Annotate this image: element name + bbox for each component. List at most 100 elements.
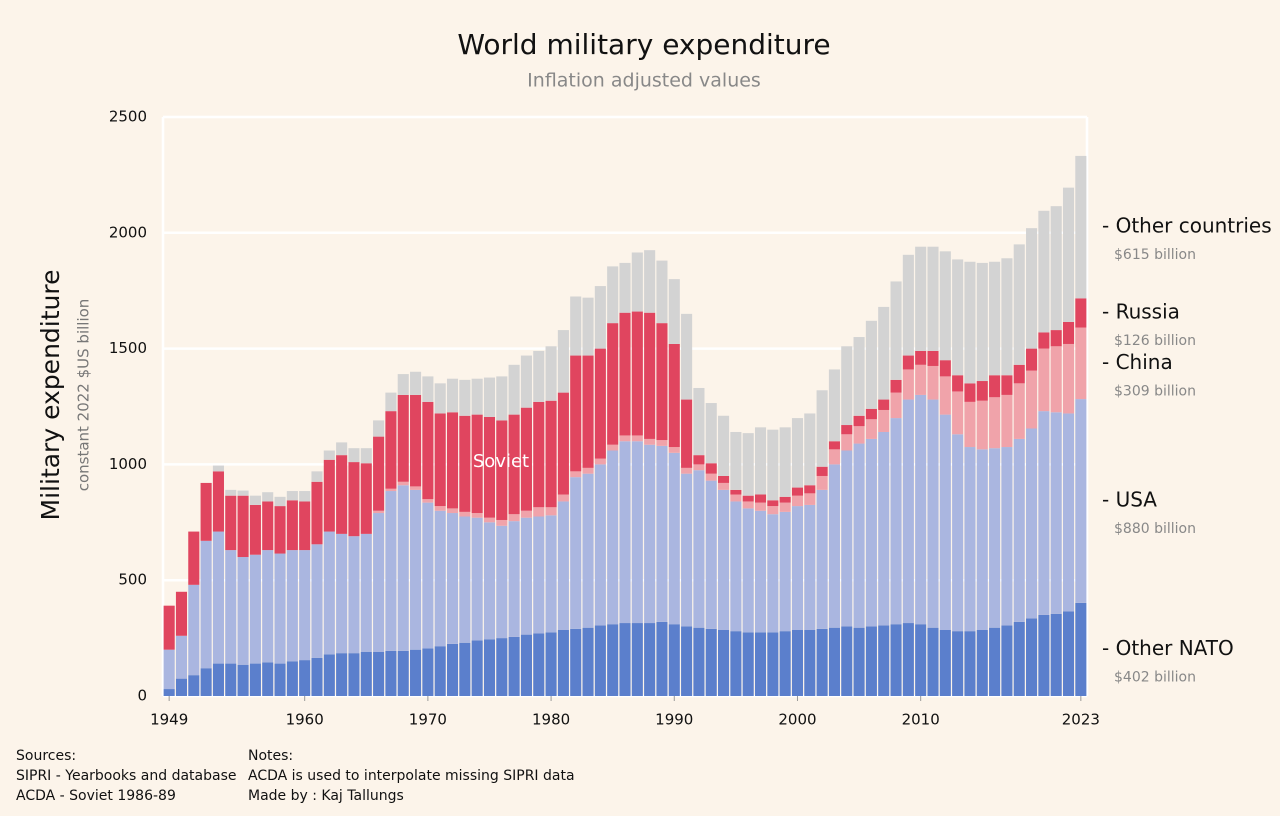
bar-segment (927, 365, 939, 400)
bar-segment (397, 485, 409, 651)
bar-segment (311, 471, 323, 482)
bar-segment (915, 624, 927, 696)
bar-segment (397, 481, 409, 486)
bar-segment (459, 642, 471, 696)
bar-segment (373, 420, 385, 437)
bar-segment (964, 401, 976, 448)
bar-segment (656, 621, 668, 696)
bar-segment (483, 639, 496, 696)
bar-segment (570, 296, 582, 356)
bar-segment (1013, 438, 1025, 622)
bar-segment (927, 627, 939, 696)
bar-segment (656, 323, 668, 441)
bar-segment (373, 436, 385, 511)
bar-segment (594, 348, 606, 459)
bar-segment (212, 471, 224, 532)
bar-segment (422, 648, 434, 696)
legend-value: $402 billion (1114, 669, 1196, 685)
bar-segment (397, 374, 409, 395)
bar-segment (865, 438, 877, 627)
bar-segment (237, 490, 249, 496)
bar-segment (939, 414, 951, 630)
bar-segment (693, 464, 705, 471)
bar-segment (249, 495, 261, 505)
bar-segment (976, 381, 988, 401)
bar-segment (286, 500, 298, 551)
bar-segment (681, 467, 693, 474)
y-tick-label: 1000 (109, 455, 147, 473)
bar-segment (607, 266, 619, 324)
bar-segment (446, 378, 459, 413)
bar-segment (496, 519, 508, 526)
bar-segment (262, 501, 274, 551)
bar-segment (705, 463, 717, 474)
bar-segment (175, 591, 188, 636)
bar-segment (742, 632, 754, 696)
bar-segment (718, 482, 730, 490)
bar-segment (520, 517, 532, 635)
bar-segment (323, 459, 335, 532)
bar-segment (1062, 343, 1075, 414)
bar-segment (459, 516, 471, 643)
bar-segment (644, 623, 656, 696)
bar-segment (336, 653, 348, 696)
bar-segment (1013, 383, 1025, 439)
bar-segment (212, 531, 224, 664)
bar-segment (533, 633, 545, 696)
bar-segment (533, 516, 545, 634)
bar-segment (952, 391, 964, 435)
bar-segment (668, 452, 680, 625)
bar-segment (791, 495, 804, 507)
bar-segment (631, 252, 643, 312)
bar-segment (508, 414, 520, 515)
bar-segment (570, 477, 582, 629)
bar-segment (1075, 298, 1087, 328)
bar-segment (816, 475, 828, 490)
legend-value: $309 billion (1114, 383, 1196, 399)
legend-label: - Other NATO (1102, 636, 1234, 660)
bar-segment (225, 489, 237, 496)
bar-segment (594, 286, 606, 349)
bar-segment (989, 448, 1001, 628)
bar-segment (730, 494, 742, 502)
x-tick-label: 1960 (286, 711, 324, 729)
bar-segment (1050, 206, 1062, 331)
bar-segment (853, 337, 865, 416)
bar-segment (816, 390, 828, 467)
bar-segment (841, 346, 853, 426)
bar-segment (274, 506, 286, 554)
bar-segment (262, 662, 274, 696)
bar-segment (545, 515, 557, 633)
bar-segment (557, 392, 569, 495)
bar-segment (360, 463, 372, 534)
bar-segment (533, 401, 545, 508)
bar-segment (545, 400, 557, 508)
bar-segment (767, 514, 779, 633)
bar-segment (976, 449, 988, 630)
bar-segment (767, 632, 779, 696)
bar-segment (952, 434, 964, 632)
y-tick-label: 500 (118, 571, 147, 589)
bar-segment (952, 631, 964, 696)
x-tick-label: 2023 (1062, 711, 1100, 729)
bar-segment (410, 394, 422, 487)
bar-segment (902, 254, 914, 356)
bar-segment (952, 375, 964, 392)
footer-text: ACDA - Soviet 1986-89 (16, 788, 176, 804)
bar-segment (779, 427, 791, 497)
bar-segment (373, 651, 385, 696)
bar-segment (742, 433, 754, 496)
bar-segment (902, 369, 914, 400)
bar-segment (582, 627, 594, 696)
bar-segment (1001, 625, 1013, 696)
bar-segment (902, 355, 914, 370)
bar-segment (1026, 348, 1038, 371)
bar-segment (286, 550, 298, 662)
bar-segment (656, 260, 668, 324)
bar-segment (952, 259, 964, 376)
bar-segment (570, 471, 582, 478)
bar-segment (939, 360, 951, 377)
bar-segment (422, 499, 434, 503)
bar-segment (594, 458, 606, 465)
bar-segment (311, 481, 323, 545)
